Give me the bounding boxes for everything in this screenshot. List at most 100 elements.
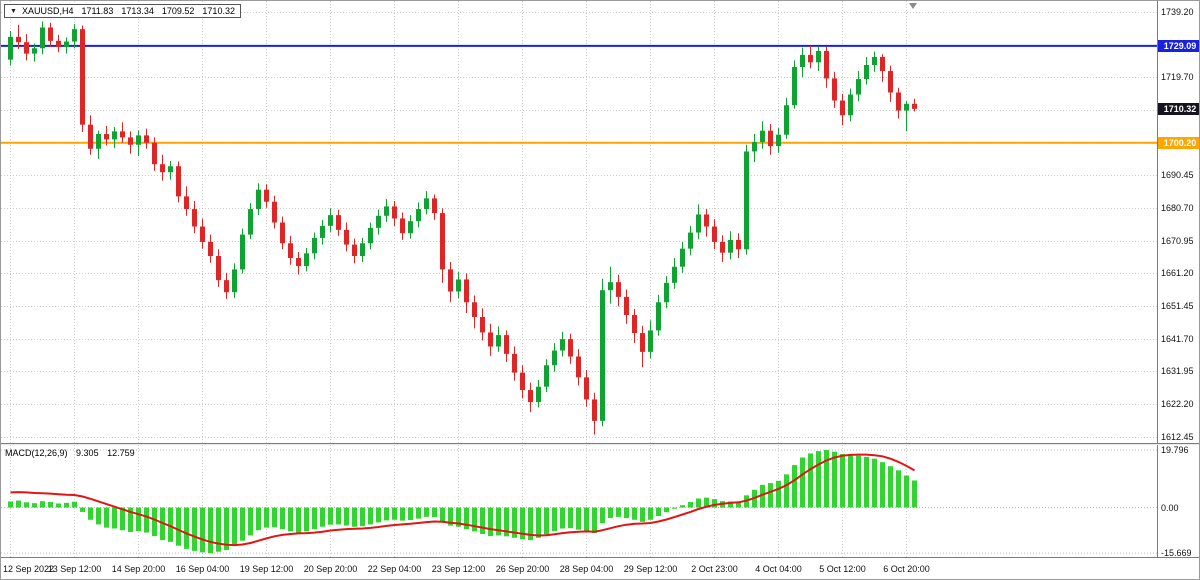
macd-histogram-bar [192,507,197,551]
symbol-dropdown-icon[interactable]: ▼ [10,7,17,15]
macd-histogram-bar [152,507,157,537]
candle-body [912,103,917,109]
price-tick-label: 1661.20 [1161,268,1194,279]
macd-histogram-bar [688,502,693,508]
macd-histogram-bar [584,507,589,532]
price-tick-label: 1719.70 [1161,72,1194,83]
candle-body [344,229,349,245]
candle-body [520,372,525,391]
candle-body [784,105,789,135]
candle-body [88,124,93,149]
macd-histogram-bar [528,507,533,541]
candle-body [144,135,149,143]
candle-body [232,269,237,293]
time-axis-label: 13 Sep 12:00 [47,564,102,574]
macd-histogram-bar [568,507,573,529]
time-axis-label: 20 Sep 20:00 [303,564,358,574]
candle-body [568,339,573,357]
macd-histogram-bar [904,475,909,508]
candle-body [776,134,781,147]
price-axis[interactable]: 1739.201729.451719.701709.951700.201690.… [1157,1,1199,443]
candle-body [768,130,773,147]
candle-body [376,215,381,228]
candle-body [248,209,253,235]
macd-histogram-bar [608,507,613,519]
macd-histogram-bar [480,507,485,535]
macd-histogram-bar [840,454,845,508]
candle-body [264,189,269,202]
macd-histogram-bar [512,507,517,538]
candle-body [840,100,845,116]
macd-histogram-bar [56,503,61,508]
candle-body [576,356,581,378]
macd-histogram-bar [320,507,325,527]
macd-histogram-bar [848,455,853,508]
candle-body [304,253,309,267]
macd-histogram-bar [664,507,669,513]
candle-body [352,244,357,257]
candle-body [56,40,61,47]
macd-histogram-bar [648,507,653,520]
candle-body [16,36,21,43]
candle-body [136,135,141,145]
candle-body [440,213,445,270]
candle-body [552,350,557,366]
macd-histogram-bar [16,500,21,508]
macd-histogram-bar [560,507,565,529]
macd-histogram-bar [128,507,133,532]
macd-histogram-bar [400,507,405,521]
candle-body [72,29,77,42]
macd-histogram-bar [520,507,525,540]
macd-histogram-bar [832,451,837,508]
macd-histogram-bar [696,498,701,508]
chart-shift-marker[interactable] [909,3,917,9]
macd-histogram-bar [312,507,317,530]
time-axis-label: 14 Sep 20:00 [111,564,166,574]
time-axis-label: 23 Sep 12:00 [431,564,486,574]
candle-body [464,279,469,303]
time-axis[interactable]: 12 Sep 2022 13 Sep 12:00 14 Sep 20:00 16 Se… [1,557,1199,579]
macd-histogram-bar [712,499,717,508]
price-tick-label: 1670.95 [1161,235,1194,246]
macd-value-axis[interactable]: 19.796 0.00 -15.669 [1157,445,1199,558]
candle-body [128,137,133,145]
macd-canvas[interactable] [1,445,1157,557]
price-tick-label: 1641.70 [1161,333,1194,344]
candle-body [312,237,317,254]
macd-histogram-bar [64,502,69,508]
macd-histogram-bar [864,456,869,508]
macd-histogram-bar [208,507,213,554]
candle-body [408,221,413,234]
macd-indicator-name: MACD(12,26,9) [5,448,68,458]
time-axis-label: 26 Sep 20:00 [495,564,550,574]
macd-signal-value: 12.759 [107,448,135,458]
price-tick-label: 1612.45 [1161,431,1194,442]
candle-body [856,79,861,95]
macd-histogram-bar [272,507,277,528]
macd-histogram-bar [808,453,813,508]
macd-histogram-bar [624,507,629,519]
macd-histogram-bar [112,507,117,529]
candle-body [800,54,805,68]
candle-body [496,335,501,347]
macd-histogram-bar [800,457,805,508]
candle-body [368,227,373,244]
pane-divider[interactable] [1,443,1199,445]
macd-histogram-bar [8,501,13,508]
candle-body [824,50,829,79]
candle-body [544,365,549,387]
macd-histogram-bar [328,507,333,525]
candle-body [96,134,101,149]
candle-body [904,103,909,111]
main-chart-canvas[interactable] [1,1,1157,443]
macd-histogram-bar [344,507,349,526]
candle-body [592,399,597,421]
candle-body [240,234,245,270]
candle-body [360,243,365,257]
candle-body [808,54,813,63]
macd-histogram-bar [536,507,541,538]
candle-body [688,232,693,249]
candle-body [320,225,325,238]
candle-body [80,29,85,125]
